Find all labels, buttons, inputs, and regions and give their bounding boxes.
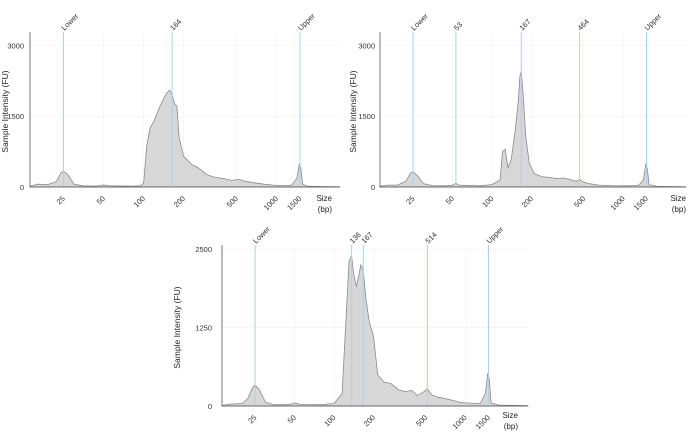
peak-label: 167 xyxy=(359,230,374,245)
y-tick-label: 0 xyxy=(371,183,375,192)
x-tick-label: 500 xyxy=(414,413,429,428)
intensity-trace xyxy=(29,89,341,188)
x-tick-label: 25 xyxy=(55,194,67,206)
x-tick-label: 25 xyxy=(404,194,416,206)
x-tick-label: 1500 xyxy=(474,413,492,431)
x-axis-label: Size xyxy=(502,411,518,420)
y-tick-label: 0 xyxy=(20,183,24,192)
intensity-trace xyxy=(221,255,529,407)
y-axis-label: Sample Intensity (FU) xyxy=(172,286,182,368)
intensity-trace xyxy=(379,71,687,188)
y-tick-label: 0 xyxy=(208,402,212,411)
peak-label: 164 xyxy=(168,17,183,32)
x-tick-label: 200 xyxy=(520,194,535,209)
x-tick-label: 500 xyxy=(572,194,587,209)
peak-label: Lower xyxy=(251,224,272,245)
y-axis-label: Sample Intensity (FU) xyxy=(0,70,10,152)
x-tick-label: 1000 xyxy=(609,194,627,212)
y-tick-label: 3000 xyxy=(358,41,375,50)
y-tick-label: 1250 xyxy=(195,324,212,333)
x-axis-label: Size xyxy=(670,194,686,203)
peak-label: Upper xyxy=(643,11,664,32)
y-axis-label: Sample Intensity (FU) xyxy=(348,70,358,152)
x-axis-unit: (bp) xyxy=(504,422,519,431)
x-tick-label: 50 xyxy=(444,194,456,206)
x-tick-label: 50 xyxy=(286,413,298,425)
x-tick-label: 50 xyxy=(95,194,107,206)
x-tick-label: 100 xyxy=(322,413,337,428)
x-tick-label: 1000 xyxy=(451,413,469,431)
x-tick-label: 100 xyxy=(132,194,147,209)
y-tick-label: 2500 xyxy=(195,245,212,254)
y-tick-label: 1500 xyxy=(7,112,24,121)
x-axis-label: Size xyxy=(316,194,332,203)
peak-label: 53 xyxy=(452,20,464,32)
peak-label: Lower xyxy=(60,11,81,32)
peak-label: Upper xyxy=(485,224,506,245)
peak-label: Lower xyxy=(409,11,430,32)
x-tick-label: 500 xyxy=(225,194,240,209)
x-tick-label: 1000 xyxy=(262,194,280,212)
y-tick-label: 3000 xyxy=(7,41,24,50)
x-tick-label: 100 xyxy=(480,194,495,209)
x-tick-label: 25 xyxy=(246,413,258,425)
y-tick-label: 1500 xyxy=(358,112,375,121)
x-tick-label: 1500 xyxy=(285,194,303,212)
peak-label: 167 xyxy=(517,17,532,32)
x-tick-label: 1500 xyxy=(632,194,650,212)
electropherogram-panel: Lower 53 167 464 Upper 0 1500 3000 25 50 100 200 500… xyxy=(348,11,687,214)
x-tick-label: 200 xyxy=(172,194,187,209)
x-axis-unit: (bp) xyxy=(318,205,333,214)
electropherogram-panel: Lower 164 Upper 0 1500 3000 25 50 100 200 500 1000 1… xyxy=(0,11,341,214)
peak-label: 464 xyxy=(576,17,591,32)
x-axis-unit: (bp) xyxy=(672,205,687,214)
peak-label: 514 xyxy=(423,230,438,245)
peak-label: Upper xyxy=(296,11,317,32)
x-tick-label: 200 xyxy=(362,413,377,428)
